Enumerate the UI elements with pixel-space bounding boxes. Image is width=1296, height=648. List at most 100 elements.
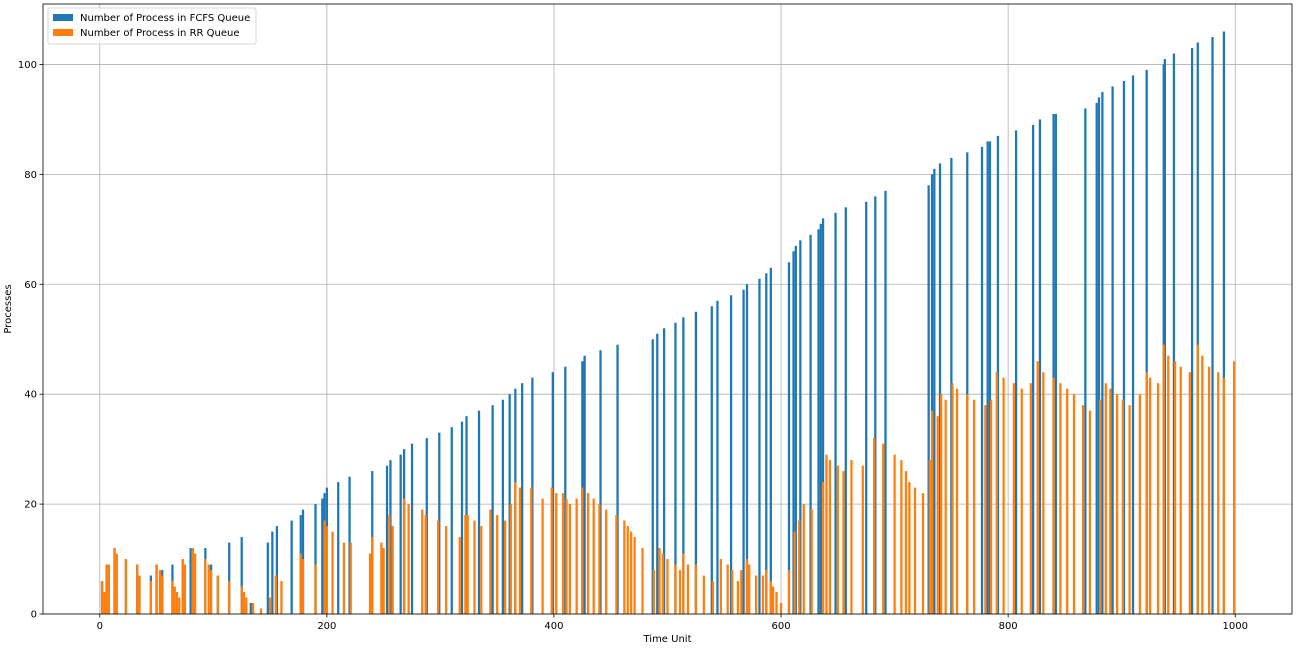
bar <box>716 300 719 614</box>
bar <box>266 542 269 614</box>
bar <box>740 570 743 614</box>
bar <box>758 278 761 614</box>
bar <box>1084 108 1087 614</box>
bar <box>518 487 522 614</box>
bar <box>1081 405 1085 614</box>
bar <box>702 575 705 614</box>
series-1-bars <box>100 344 1236 614</box>
y-tick-label: 60 <box>24 280 37 291</box>
bar <box>615 515 618 614</box>
bar <box>769 267 772 614</box>
legend-label-rr: Number of Process in RR Queue <box>80 28 240 39</box>
bar <box>1097 97 1101 615</box>
bar <box>531 377 534 614</box>
bar <box>1131 75 1135 614</box>
bar <box>274 575 277 614</box>
bar <box>138 575 141 614</box>
bar <box>1138 394 1141 614</box>
bar <box>275 526 279 614</box>
bar <box>1066 388 1069 614</box>
bar <box>521 383 524 614</box>
bar <box>769 581 772 614</box>
bar <box>323 520 326 614</box>
bar <box>793 531 796 614</box>
bar <box>1211 36 1214 615</box>
bar <box>799 240 802 614</box>
bar <box>385 465 389 614</box>
bar <box>399 454 402 614</box>
plot-frame <box>42 3 1293 615</box>
bar <box>460 421 464 614</box>
bar <box>908 482 911 614</box>
bar <box>491 405 494 614</box>
bar <box>181 559 184 614</box>
bar <box>658 548 661 614</box>
bar <box>245 597 248 614</box>
bar <box>380 542 383 614</box>
y-tick-label: 20 <box>24 500 37 511</box>
legend-label-fcfs: Number of Process in FCFS Queue <box>80 13 250 24</box>
bar <box>873 438 876 614</box>
bar <box>1052 113 1055 614</box>
bar <box>674 564 677 614</box>
bar <box>268 597 272 614</box>
bar <box>605 509 608 614</box>
x-axis-label: Time Unit <box>642 634 691 645</box>
bar <box>1101 91 1104 615</box>
bar <box>466 515 469 614</box>
bar <box>842 471 845 614</box>
legend-swatch-fcfs <box>53 14 73 21</box>
bar <box>1196 42 1199 615</box>
bar <box>331 531 334 614</box>
bar <box>745 559 749 614</box>
bar <box>754 575 758 614</box>
bar <box>765 570 768 614</box>
bar <box>410 443 414 614</box>
bar <box>933 168 936 614</box>
bar <box>966 394 969 614</box>
bar <box>1038 119 1042 615</box>
bar <box>798 520 801 614</box>
bar <box>592 498 595 614</box>
bar <box>809 234 812 615</box>
bar <box>821 482 825 614</box>
bar <box>662 328 666 614</box>
bar <box>171 581 174 614</box>
bar <box>1128 405 1131 614</box>
bar <box>1042 372 1045 614</box>
bar <box>240 586 243 614</box>
bar <box>421 509 424 614</box>
bar <box>1145 372 1148 614</box>
bar <box>550 487 553 614</box>
bar <box>314 564 317 614</box>
bar <box>115 553 118 614</box>
bar <box>100 581 104 614</box>
bar <box>641 548 644 614</box>
bar <box>1232 361 1236 614</box>
bar <box>794 245 797 614</box>
x-tick-label: 200 <box>317 621 336 632</box>
bar <box>155 564 158 614</box>
bar <box>775 592 778 614</box>
x-tick-label: 0 <box>97 621 103 632</box>
bar <box>729 295 733 614</box>
bar <box>290 520 293 614</box>
bar <box>711 581 715 614</box>
y-tick-label: 100 <box>18 60 37 71</box>
bar <box>986 141 989 614</box>
bar <box>391 526 394 614</box>
bar <box>503 520 507 614</box>
axis-ticks: 0 200 400 600 800 1000 0 20 40 60 80 100 <box>18 60 1248 632</box>
bar <box>682 553 685 614</box>
bar <box>321 498 324 614</box>
x-tick-label: 1000 <box>1223 621 1248 632</box>
bar <box>836 465 839 614</box>
bar <box>936 416 939 614</box>
bar <box>940 394 943 614</box>
bar <box>1002 377 1005 614</box>
bar <box>966 152 969 615</box>
bar <box>1111 86 1114 614</box>
bar <box>884 190 887 614</box>
